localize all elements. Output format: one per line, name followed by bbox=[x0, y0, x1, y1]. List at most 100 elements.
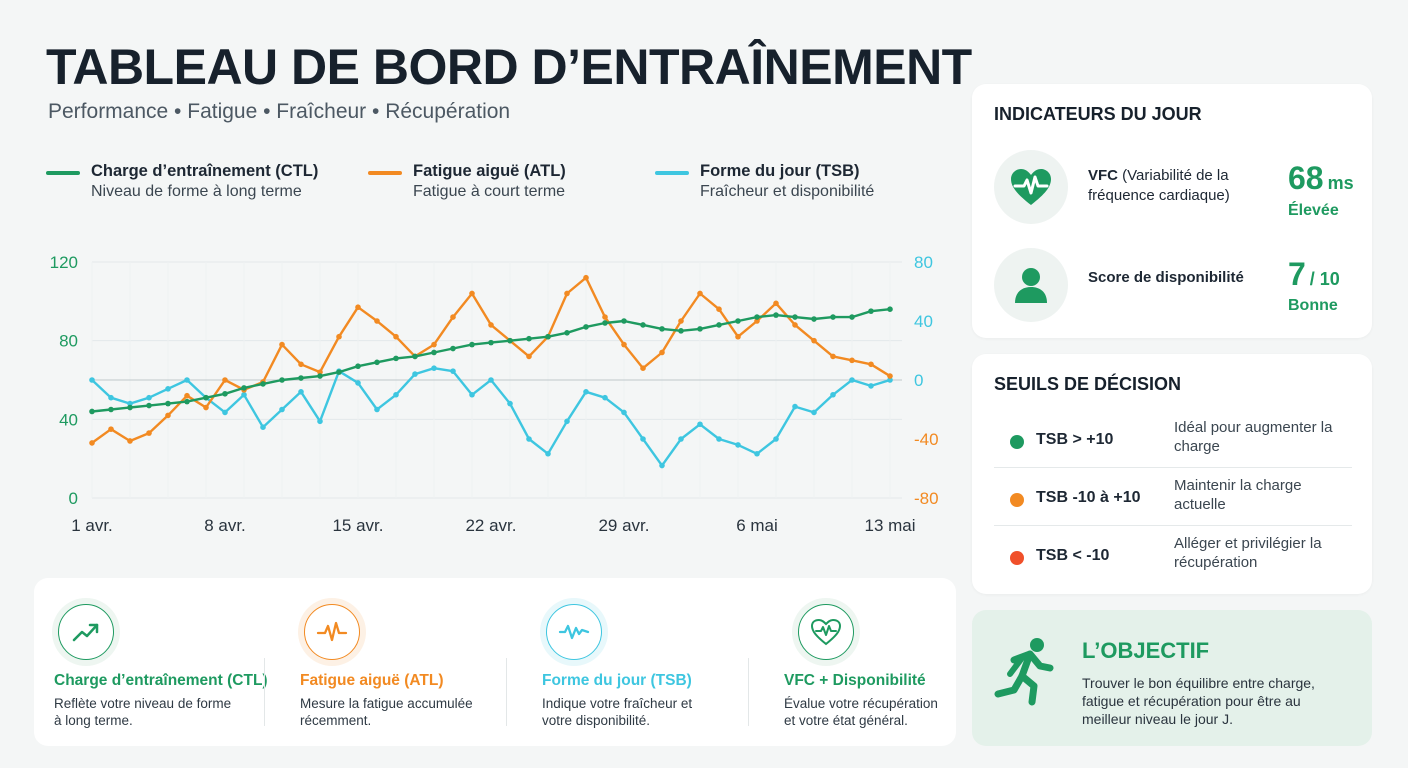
data-point bbox=[127, 404, 133, 411]
goal-text: Trouver le bon équilibre entre charge, f… bbox=[1082, 675, 1315, 727]
divider bbox=[994, 525, 1352, 526]
y-right-tick-label: -80 bbox=[914, 489, 939, 508]
data-point bbox=[108, 394, 114, 401]
data-point bbox=[887, 373, 893, 379]
data-point bbox=[146, 402, 152, 409]
y-right-tick-label: 0 bbox=[914, 371, 923, 390]
data-point bbox=[678, 328, 684, 334]
chart-legend: Charge d’entraînement (CTL) Niveau de fo… bbox=[46, 162, 926, 212]
data-point bbox=[602, 320, 608, 326]
legend-swatch-ctl bbox=[46, 171, 80, 175]
data-point bbox=[526, 436, 532, 442]
explainer-card-ctl: Charge d’entraînement (CTL) Reflète votr… bbox=[54, 578, 284, 746]
data-point bbox=[526, 335, 532, 342]
data-point bbox=[716, 322, 722, 328]
data-point bbox=[184, 398, 190, 405]
data-point bbox=[564, 290, 570, 297]
threshold-row: TSB < -10 Alléger et privilégier la récu… bbox=[994, 528, 1352, 584]
data-point bbox=[602, 314, 608, 320]
data-point bbox=[830, 391, 836, 398]
data-point bbox=[735, 442, 741, 448]
data-point bbox=[659, 349, 665, 356]
data-point bbox=[868, 361, 874, 368]
data-point bbox=[393, 391, 399, 398]
data-point bbox=[621, 318, 627, 324]
y-right-tick-label: 40 bbox=[914, 312, 933, 331]
data-point bbox=[811, 409, 817, 416]
data-point bbox=[108, 406, 114, 413]
data-point bbox=[659, 326, 665, 332]
thresholds-title: SEUILS DE DÉCISION bbox=[994, 374, 1182, 394]
data-point bbox=[811, 316, 817, 322]
data-point bbox=[792, 314, 798, 320]
y-right-tick-label: -40 bbox=[914, 430, 939, 449]
data-point bbox=[507, 337, 513, 344]
data-point bbox=[811, 337, 817, 344]
data-point bbox=[108, 426, 114, 432]
legend-desc-tsb: Fraîcheur et disponibilité bbox=[700, 183, 875, 200]
data-point bbox=[773, 312, 779, 318]
threshold-desc: Alléger et privilégier la récupération bbox=[1174, 535, 1322, 571]
legend-name-tsb: Forme du jour (TSB) bbox=[700, 162, 860, 180]
data-point bbox=[697, 290, 703, 297]
data-point bbox=[887, 377, 893, 383]
data-point bbox=[868, 383, 874, 389]
data-point bbox=[336, 369, 342, 375]
data-point bbox=[469, 341, 475, 348]
data-point bbox=[450, 368, 456, 374]
x-tick-label: 1 avr. bbox=[71, 516, 113, 535]
threshold-desc: Idéal pour augmenter la charge bbox=[1174, 419, 1333, 455]
hrv-value-number: 68 bbox=[1288, 160, 1324, 196]
data-point bbox=[735, 318, 741, 324]
data-point bbox=[146, 394, 152, 401]
explainer-card-tsb: Forme du jour (TSB) Indique votre fraîch… bbox=[542, 578, 762, 746]
data-point bbox=[260, 381, 266, 387]
data-point bbox=[488, 339, 494, 346]
data-point bbox=[754, 314, 760, 320]
threshold-dot-orange bbox=[1010, 493, 1024, 507]
page-subtitle: Performance • Fatigue • Fraîcheur • Récu… bbox=[48, 100, 511, 123]
data-point bbox=[621, 409, 627, 416]
data-point bbox=[640, 365, 646, 371]
indicators-panel: INDICATEURS DU JOUR VFC (Variabilité de … bbox=[972, 84, 1372, 338]
heart-wave-icon bbox=[798, 604, 854, 660]
threshold-condition: TSB > +10 bbox=[1036, 431, 1114, 448]
legend-name-ctl: Charge d’entraînement (CTL) bbox=[91, 162, 319, 180]
data-point bbox=[792, 403, 798, 410]
divider bbox=[994, 467, 1352, 468]
y-left-tick-label: 0 bbox=[69, 489, 78, 508]
data-point bbox=[469, 290, 475, 297]
data-point bbox=[222, 377, 228, 383]
legend-desc-ctl: Niveau de forme à long terme bbox=[91, 183, 302, 200]
data-point bbox=[450, 345, 456, 352]
data-point bbox=[279, 406, 285, 413]
data-point bbox=[412, 371, 418, 377]
readiness-value: 7/ 10 bbox=[1288, 256, 1340, 293]
readiness-label: Score de disponibilité bbox=[1088, 269, 1244, 286]
series-line bbox=[90, 366, 892, 467]
legend-desc-atl: Fatigue à court terme bbox=[413, 183, 566, 200]
data-point bbox=[697, 326, 703, 332]
threshold-condition: TSB -10 à +10 bbox=[1036, 489, 1141, 506]
data-point bbox=[697, 421, 703, 428]
data-point bbox=[830, 353, 836, 360]
x-tick-label: 13 mai bbox=[864, 516, 915, 535]
data-point bbox=[355, 363, 361, 370]
heart-pulse-icon bbox=[994, 150, 1068, 224]
user-icon bbox=[994, 248, 1068, 322]
x-tick-label: 8 avr. bbox=[204, 516, 246, 535]
data-point bbox=[355, 304, 361, 311]
data-point bbox=[773, 436, 779, 442]
data-point bbox=[241, 391, 247, 398]
x-tick-label: 29 avr. bbox=[598, 516, 649, 535]
data-point bbox=[127, 400, 133, 407]
data-point bbox=[336, 333, 342, 340]
data-point bbox=[374, 406, 380, 413]
data-point bbox=[678, 318, 684, 324]
data-point bbox=[545, 450, 551, 457]
threshold-dot-red bbox=[1010, 551, 1024, 565]
data-point bbox=[241, 385, 247, 391]
explainer-desc-tsb: Indique votre fraîcheur et votre disponi… bbox=[542, 696, 693, 728]
y-left-tick-label: 40 bbox=[59, 410, 78, 429]
data-point bbox=[165, 400, 171, 407]
